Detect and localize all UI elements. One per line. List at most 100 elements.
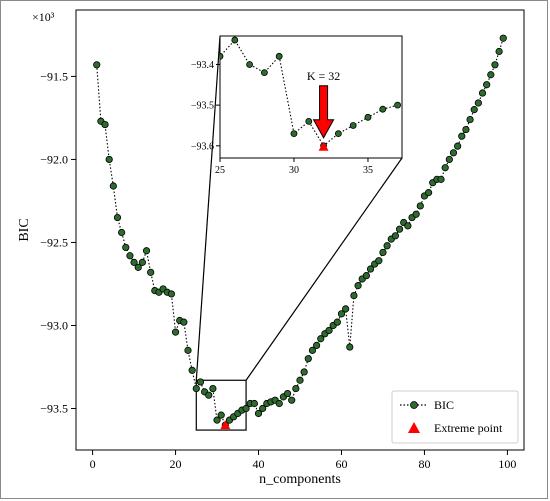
bic-point	[362, 272, 370, 280]
zoom-connector-left	[195, 35, 221, 381]
bic-point	[275, 399, 283, 408]
inset-bic-line	[220, 39, 402, 147]
bic-point	[188, 366, 196, 374]
x-tick-label: 20	[170, 457, 182, 471]
x-tick-label: 80	[418, 457, 430, 471]
x-tick-label: 60	[335, 457, 347, 471]
bic-point	[395, 225, 404, 233]
bic-point	[333, 318, 341, 326]
bic-point	[254, 409, 263, 418]
bic-point	[350, 291, 358, 300]
bic-point	[483, 81, 491, 89]
bic-point	[192, 384, 200, 393]
inset-y-tick-label: −93.5	[191, 101, 214, 112]
x-tick-label: 40	[253, 457, 265, 471]
x-tick-label: 100	[498, 457, 516, 471]
bic-point	[217, 411, 225, 419]
bic-point	[101, 120, 109, 129]
bic-point	[180, 318, 188, 326]
bic-point	[296, 376, 304, 384]
y-exponent-label: ×10³	[32, 10, 55, 24]
inset-bic-point	[409, 90, 415, 96]
bic-point	[126, 252, 134, 260]
bic-point	[283, 389, 292, 398]
inset-bic-point	[394, 101, 401, 109]
inset-x-tick-label: 30	[289, 165, 299, 176]
bic-point	[379, 248, 387, 257]
inset-extreme-marker	[318, 141, 329, 151]
bic-point	[441, 164, 449, 172]
inset-bic-point	[220, 52, 224, 60]
bic-point	[109, 182, 117, 190]
bic-point	[167, 290, 176, 298]
legend-box	[391, 390, 519, 444]
legend-extreme-label: Extreme point	[434, 421, 503, 435]
bic-point	[449, 149, 458, 157]
bic-point	[113, 213, 122, 222]
bic-point	[466, 115, 474, 124]
bic-point	[337, 310, 346, 318]
inset-frame	[219, 35, 403, 159]
annotation-label: K = 32	[307, 69, 340, 83]
extreme-point-marker	[220, 420, 231, 430]
bic-point	[391, 232, 400, 240]
legend-bic-marker	[410, 401, 418, 409]
inset-bic-point	[202, 9, 208, 15]
inset-x-tick-label: 35	[363, 165, 373, 176]
bic-point	[130, 258, 138, 266]
bic-point	[304, 355, 312, 363]
bic-point	[412, 210, 420, 218]
bic-point	[205, 391, 213, 399]
bic-point	[462, 125, 470, 134]
zoom-connector-right	[245, 157, 403, 381]
bic-point	[437, 175, 445, 183]
y-tick-label: −92.5	[40, 235, 68, 249]
inset-bic-point	[364, 113, 372, 121]
bic-point	[317, 335, 325, 343]
bic-point	[118, 228, 126, 237]
bic-point	[171, 328, 180, 336]
bic-point	[308, 346, 317, 354]
inset-bic-point	[424, 90, 430, 96]
bic-point	[134, 263, 142, 271]
inset-bic-point	[231, 36, 239, 44]
y-tick-label: −92.0	[40, 152, 68, 166]
bic-point	[499, 34, 507, 42]
annotation-arrow	[312, 85, 335, 139]
legend-extreme-marker	[408, 422, 420, 433]
bic-point	[346, 343, 354, 351]
bic-point	[259, 404, 267, 413]
bic-point	[404, 222, 412, 230]
bic-point	[93, 61, 101, 69]
inset-bic-point	[290, 130, 298, 138]
bic-point	[250, 399, 258, 408]
main-plot-frame	[75, 9, 525, 451]
bic-point	[213, 416, 221, 424]
inset-y-tick-label: −93.4	[191, 60, 214, 71]
bic-point	[196, 378, 205, 386]
y-axis-title: BIC	[17, 218, 32, 241]
inset-x-tick-label: 25	[215, 165, 225, 176]
bic-point	[375, 257, 383, 265]
bic-point	[474, 99, 482, 107]
y-tick-label: −93.5	[40, 401, 68, 415]
bic-point	[312, 341, 321, 349]
bic-point	[487, 71, 495, 79]
inset-bic-point	[334, 130, 342, 138]
bic-point	[325, 326, 333, 335]
x-tick-label: 0	[90, 457, 96, 471]
y-tick-label: −91.5	[40, 69, 68, 83]
inset-y-tick-label: −93.6	[191, 141, 214, 152]
bic-point	[470, 106, 478, 114]
bic-point	[105, 155, 113, 164]
inset-bic-point	[349, 122, 357, 129]
bic-point	[342, 305, 350, 313]
bic-point	[300, 368, 308, 376]
bic-point	[142, 247, 151, 255]
bic-point	[366, 265, 375, 273]
bic-point	[354, 282, 362, 290]
legend: BIC Extreme point	[391, 390, 519, 444]
inset-bic-point	[246, 61, 253, 68]
inset-bic-point	[260, 69, 268, 76]
